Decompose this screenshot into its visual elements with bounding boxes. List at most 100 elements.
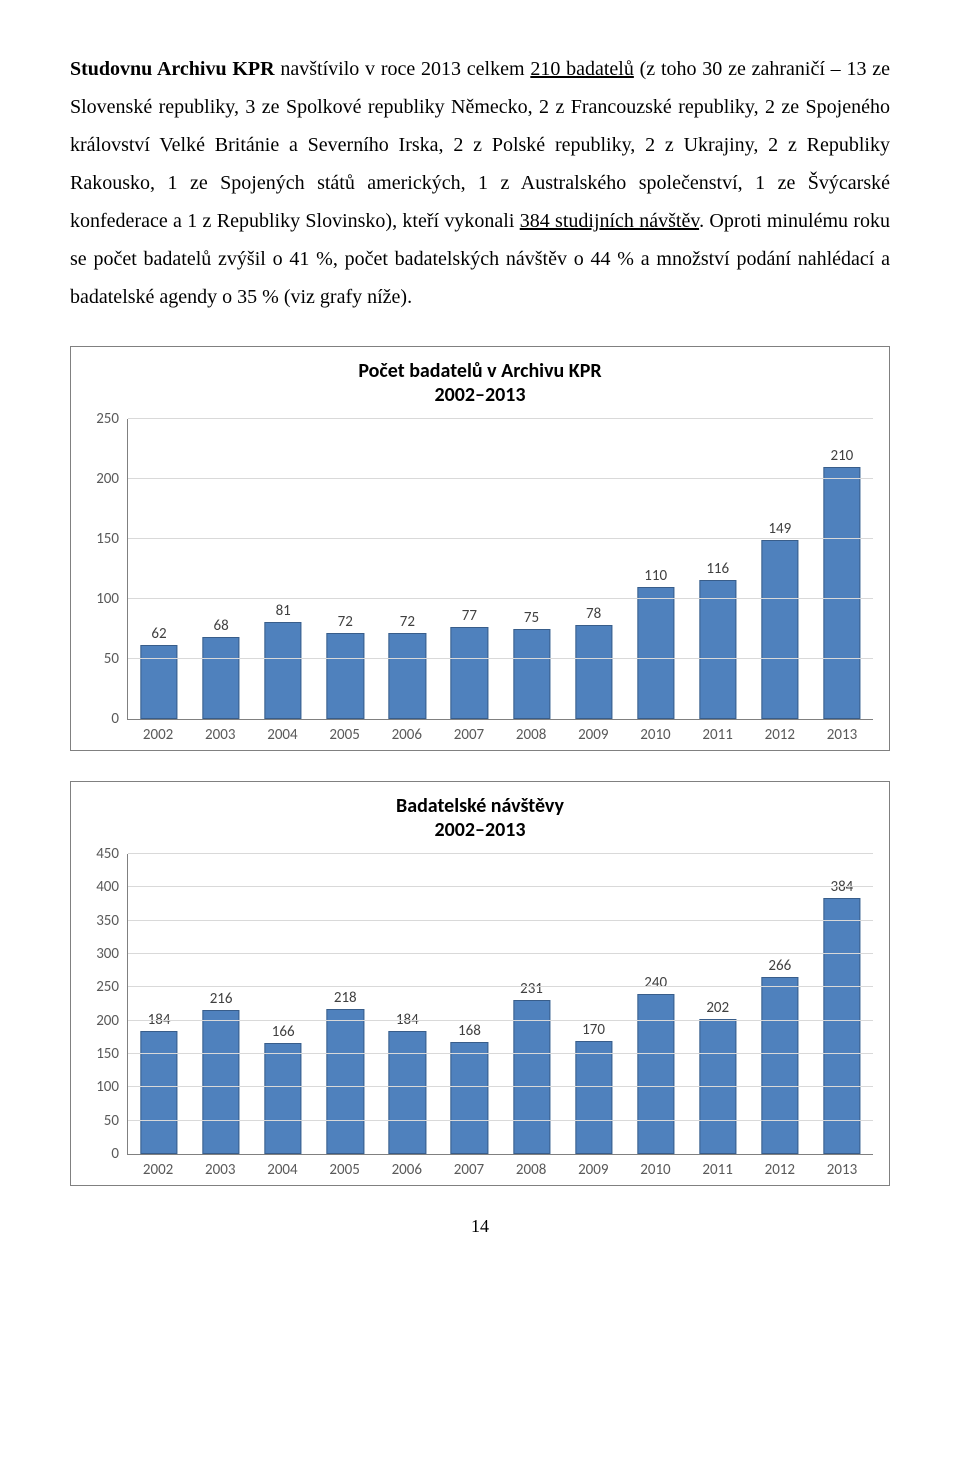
bar-slot: 266 [749, 854, 811, 1154]
bar: 75 [513, 629, 550, 719]
x-tick-label: 2003 [189, 1161, 251, 1179]
bar: 77 [451, 627, 488, 719]
bar-value-label: 170 [582, 1021, 605, 1039]
bar: 216 [202, 1010, 239, 1154]
bar: 72 [327, 633, 364, 719]
bar-slot: 231 [500, 854, 562, 1154]
bar: 240 [637, 994, 674, 1154]
x-tick-label: 2011 [687, 1161, 749, 1179]
chart-1-y-axis: 050100150200250 [87, 419, 127, 719]
x-tick-label: 2010 [624, 726, 686, 744]
chart-title-line2: 2002–2013 [87, 818, 873, 842]
bar: 170 [575, 1041, 612, 1154]
bar-value-label: 78 [586, 605, 601, 623]
prose-b: (z toho 30 ze zahraničí – 13 ze Slovensk… [70, 58, 890, 232]
bar: 62 [140, 645, 177, 719]
x-tick-label: 2002 [127, 1161, 189, 1179]
x-tick-label: 2008 [500, 726, 562, 744]
bar: 81 [265, 622, 302, 719]
bar-value-label: 81 [276, 602, 291, 620]
x-tick-label: 2012 [749, 1161, 811, 1179]
chart-2-frame: Badatelské návštěvy2002–2013 05010015020… [70, 781, 890, 1186]
x-tick-label: 2003 [189, 726, 251, 744]
bar-value-label: 266 [768, 957, 791, 975]
x-tick-label: 2004 [251, 726, 313, 744]
bar-value-label: 210 [830, 447, 853, 465]
bar-slot: 184 [376, 854, 438, 1154]
x-tick-label: 2008 [500, 1161, 562, 1179]
bar-slot: 184 [128, 854, 190, 1154]
chart-1-plot-wrap: 050100150200250 62 68 81 72 72 77 75 78 110 116 14… [87, 419, 873, 720]
bar: 72 [389, 633, 426, 719]
x-tick-label: 2012 [749, 726, 811, 744]
bar-value-label: 231 [520, 980, 543, 998]
bar-slot: 170 [563, 854, 625, 1154]
bold-lead: Studovnu Archivu KPR [70, 58, 275, 80]
bar-value-label: 68 [213, 617, 228, 635]
bar-value-label: 149 [768, 520, 791, 538]
chart-2-title: Badatelské návštěvy2002–2013 [87, 794, 873, 842]
bar-slot: 68 [190, 419, 252, 719]
bar-value-label: 166 [272, 1023, 295, 1041]
bar-slot: 77 [438, 419, 500, 719]
x-tick-label: 2010 [624, 1161, 686, 1179]
chart-1-x-axis: 2002200320042005200620072008200920102011… [127, 726, 873, 744]
bar-slot: 81 [252, 419, 314, 719]
bar-value-label: 72 [400, 613, 415, 631]
x-tick-label: 2005 [314, 726, 376, 744]
bar-slot: 210 [811, 419, 873, 719]
bar-value-label: 72 [338, 613, 353, 631]
chart-2-bars: 184 216 166 218 184 168 231 170 240 202 266 384 [128, 854, 873, 1154]
bar-slot: 240 [625, 854, 687, 1154]
chart-title-line1: Badatelské návštěvy [87, 794, 873, 818]
chart-title-line1: Počet badatelů v Archivu KPR [87, 359, 873, 383]
bar: 166 [265, 1043, 302, 1154]
bar-slot: 202 [687, 854, 749, 1154]
chart-2-plot-wrap: 050100150200250300350400450 184 216 166 218… [87, 854, 873, 1155]
x-tick-label: 2013 [811, 1161, 873, 1179]
bar-slot: 72 [376, 419, 438, 719]
x-tick-label: 2006 [376, 726, 438, 744]
bar-value-label: 75 [524, 609, 539, 627]
bar: 116 [699, 580, 736, 719]
bar: 110 [637, 587, 674, 719]
bar-slot: 218 [314, 854, 376, 1154]
bar-value-label: 110 [644, 567, 667, 585]
bar: 168 [451, 1042, 488, 1154]
bar-slot: 168 [438, 854, 500, 1154]
bar-slot: 75 [500, 419, 562, 719]
x-tick-label: 2004 [251, 1161, 313, 1179]
x-tick-label: 2002 [127, 726, 189, 744]
bar-slot: 384 [811, 854, 873, 1154]
x-tick-label: 2011 [687, 726, 749, 744]
chart-1-plot: 62 68 81 72 72 77 75 78 110 116 149 210 [127, 419, 873, 720]
bar-slot: 72 [314, 419, 376, 719]
x-tick-label: 2009 [562, 726, 624, 744]
x-tick-label: 2007 [438, 1161, 500, 1179]
bar-slot: 166 [252, 854, 314, 1154]
bar-value-label: 62 [151, 625, 166, 643]
bar: 149 [761, 540, 798, 719]
chart-1: 050100150200250 62 68 81 72 72 77 75 78 110 116 14… [87, 419, 873, 744]
bar: 231 [513, 1000, 550, 1154]
x-tick-label: 2007 [438, 726, 500, 744]
bar-value-label: 240 [644, 974, 667, 992]
bar: 184 [389, 1031, 426, 1154]
bar-value-label: 216 [210, 990, 233, 1008]
bar: 68 [202, 637, 239, 719]
bar: 184 [140, 1031, 177, 1154]
bar-value-label: 168 [458, 1022, 481, 1040]
page-number: 14 [70, 1216, 890, 1237]
underline-384: 384 studijních návštěv [520, 210, 699, 232]
chart-2: 050100150200250300350400450 184 216 166 218… [87, 854, 873, 1179]
chart-title-line2: 2002–2013 [87, 383, 873, 407]
bar: 266 [761, 977, 798, 1154]
chart-2-plot: 184 216 166 218 184 168 231 170 240 202 266 384 [127, 854, 873, 1155]
bar-slot: 116 [687, 419, 749, 719]
bar: 78 [575, 625, 612, 719]
bar-slot: 110 [625, 419, 687, 719]
x-tick-label: 2005 [314, 1161, 376, 1179]
chart-1-title: Počet badatelů v Archivu KPR2002–2013 [87, 359, 873, 407]
bar-slot: 216 [190, 854, 252, 1154]
chart-2-y-axis: 050100150200250300350400450 [87, 854, 127, 1154]
